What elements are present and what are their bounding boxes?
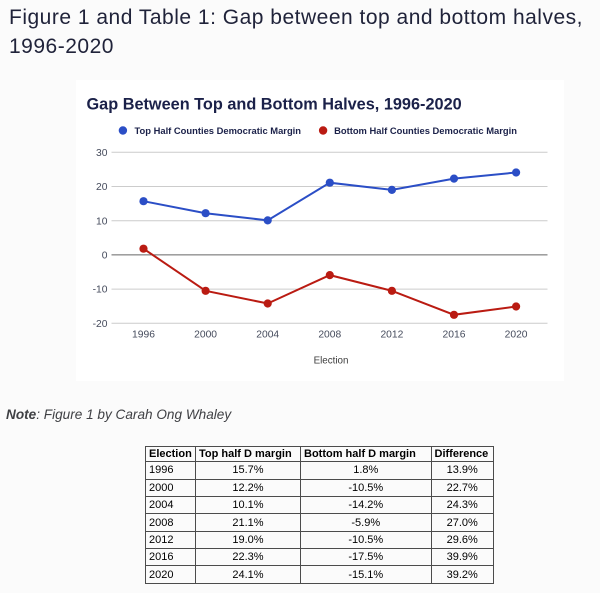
svg-text:10: 10 xyxy=(96,216,108,227)
svg-text:2000: 2000 xyxy=(194,330,217,341)
svg-text:Bottom Half Counties Democrati: Bottom Half Counties Democratic Margin xyxy=(334,125,517,136)
svg-text:Gap Between Top and Bottom Hal: Gap Between Top and Bottom Halves, 1996-… xyxy=(87,95,462,113)
svg-text:2008: 2008 xyxy=(318,330,341,341)
svg-text:1996: 1996 xyxy=(132,330,155,341)
svg-text:Election: Election xyxy=(314,356,349,367)
svg-text:2012: 2012 xyxy=(380,330,403,341)
svg-text:0: 0 xyxy=(102,251,108,262)
svg-text:2020: 2020 xyxy=(505,330,528,341)
svg-text:Top Half Counties Democratic M: Top Half Counties Democratic Margin xyxy=(135,125,302,136)
svg-text:30: 30 xyxy=(96,148,108,159)
svg-text:-10: -10 xyxy=(93,285,108,296)
svg-text:2016: 2016 xyxy=(443,330,466,341)
svg-text:20: 20 xyxy=(96,182,108,193)
svg-text:2004: 2004 xyxy=(256,330,279,341)
svg-text:-20: -20 xyxy=(93,319,108,330)
